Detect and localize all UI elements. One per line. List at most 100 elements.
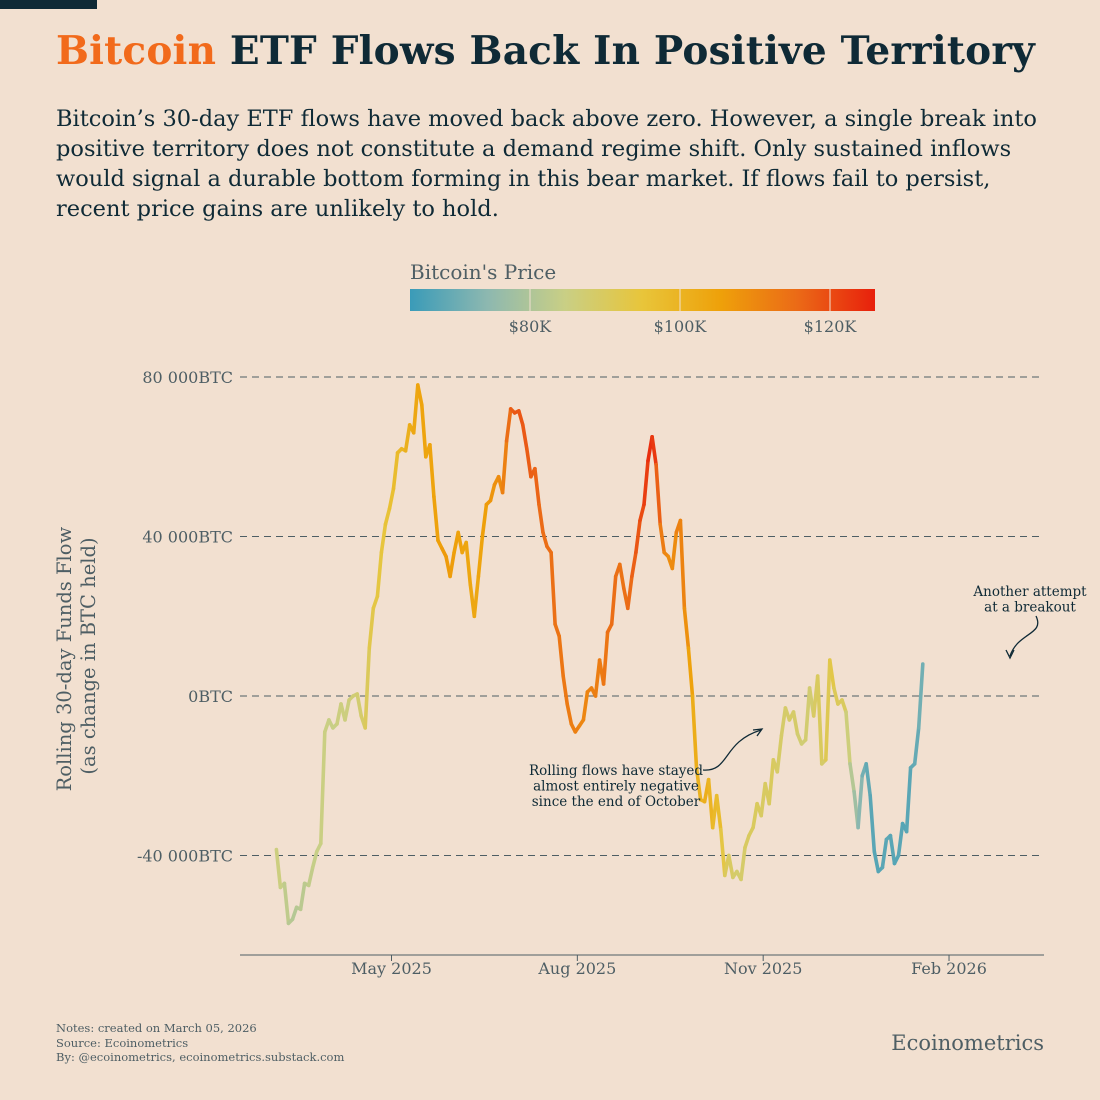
series-segment [541,530,549,549]
series-segment [480,502,489,539]
series-segment [428,442,436,499]
series-segment [896,821,905,858]
annotation-line: since the end of October [532,794,701,810]
series-segment [318,730,327,846]
series-segment [391,450,400,491]
x-tick-label: Nov 2025 [724,959,802,978]
series-segment [411,383,420,435]
series-segment [625,574,634,611]
series-segment [383,506,392,527]
series-segment [823,658,832,762]
series-segment [415,383,424,407]
series-segment [888,833,897,866]
series-segment [553,622,562,639]
series-segment [448,550,456,579]
y-axis-label: Rolling 30-day Funds Flow (as change in … [53,521,100,792]
series-segment [520,423,529,451]
series-segment [815,674,824,766]
annotation-arrowhead-negative [752,728,764,737]
series-segment [310,849,319,870]
colorbar-tick-label: $80K [509,317,553,336]
series-segment [456,530,465,555]
chart-subtitle: Bitcoin’s 30-day ETF flows have moved ba… [56,106,1037,222]
series-segment [743,833,751,850]
price-colorbar: Bitcoin's Price $80K $100K $120K [410,260,875,336]
colorbar-gradient-bar [410,289,875,311]
colorbar-tick-label: $100K [654,317,708,336]
series-segment [803,686,812,742]
series-segment [581,690,590,722]
series-segment [642,458,650,507]
series-segment [864,761,873,798]
series-segment [298,881,307,912]
series-segment [609,574,618,627]
x-tick-label: Feb 2026 [911,959,987,978]
series-segment [379,522,388,555]
header-accent-bar [0,0,97,9]
brand-name: Ecoinometrics [891,1031,1044,1055]
chart-title: Bitcoin ETF Flows Back In Positive Terri… [56,28,1035,74]
colorbar-title: Bitcoin's Price [410,260,556,284]
series-segment [282,881,291,926]
series-segment [739,845,747,882]
annotation-arrowhead-breakout [1005,649,1015,660]
series-segment [464,540,473,587]
y-tick-label: 40 000BTC [142,528,233,547]
series-segment [670,530,679,571]
annotation-line: Another attempt [972,584,1087,600]
series-segment [880,837,889,870]
series-segment [557,634,566,678]
series-segment [432,494,440,543]
series-segment [912,726,921,766]
series-segment [872,849,881,874]
series-segment [682,606,691,650]
series-segment [403,423,412,453]
y-tick-labels: 80 000BTC 40 000BTC 0BTC -40 000BTC [137,368,233,866]
series-segment [363,646,372,730]
series-segment [630,550,638,579]
series-segment [832,686,840,706]
series-segment [537,502,545,535]
series-segment [658,522,667,555]
series-segment [638,502,646,523]
series-segment [650,434,658,467]
series-segment [678,518,687,611]
series-segment [827,658,836,690]
y-axis-label-line-2: (as change in BTC held) [77,537,100,774]
series-segment [306,865,315,888]
series-segment [840,698,848,714]
series-segment [565,702,574,726]
series-segment [476,534,485,579]
annotation-arrow-negative [702,729,762,771]
series-segment [844,710,852,766]
series-segment [488,482,497,503]
flow-series-line [274,383,925,926]
series-segment [387,486,396,511]
annotation-line: almost entirely negative [533,779,699,795]
colorbar-tick-label: $120K [804,317,858,336]
footer-byline: By: @ecoinometrics, ecoinometrics.substa… [56,1050,345,1064]
series-segment [371,594,380,611]
y-tick-label: 80 000BTC [142,368,233,387]
series-segment [767,757,776,806]
series-segment [419,403,428,459]
y-tick-label: -40 000BTC [137,847,233,866]
series-segment [634,518,642,555]
series-segment [775,734,784,774]
series-segment [904,765,913,834]
series-segment [601,630,610,686]
series-segment [718,827,727,878]
series-segment [848,761,856,794]
title-rest: ETF Flows Back In Positive Territory [216,28,1035,74]
series-segment [524,446,533,479]
series-segment [472,574,481,619]
footer-notes: Notes: created on March 05, 2026 Source:… [56,1021,344,1065]
series-segment [654,462,663,527]
series-segment [500,438,509,495]
title-accent-word: Bitcoin [56,28,217,74]
y-gridlines [240,376,1044,856]
series-segment [367,606,376,650]
x-ticks: May 2025 Aug 2025 Nov 2025 Feb 2026 [351,955,987,978]
y-axis-label-line-1: Rolling 30-day Funds Flow [53,526,76,791]
